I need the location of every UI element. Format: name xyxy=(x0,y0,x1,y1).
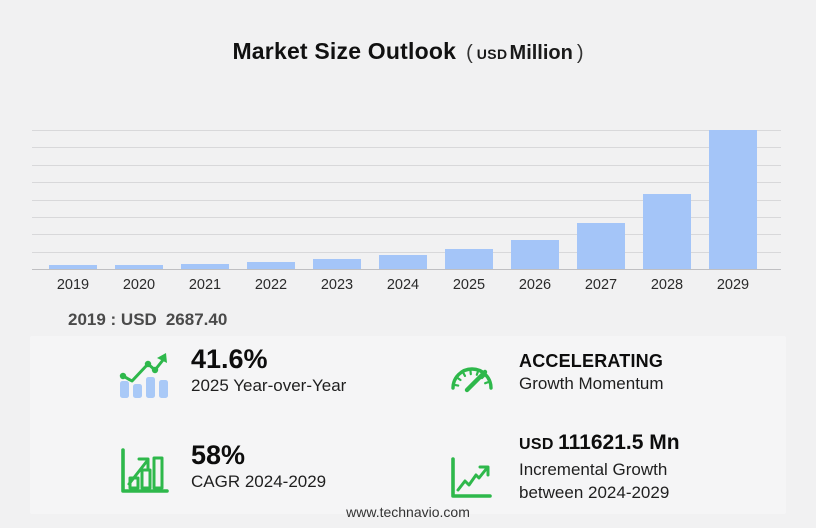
incremental-label-line1: Incremental Growth xyxy=(519,460,668,479)
incremental-value: USD 111621.5 Mn xyxy=(519,430,680,458)
momentum-label: Growth Momentum xyxy=(519,374,664,393)
stats-panel: 41.6% 2025 Year-over-Year xyxy=(30,336,786,514)
footer: www.technavio.com xyxy=(0,504,816,520)
bar-2019 xyxy=(49,264,97,269)
x-axis-label: 2020 xyxy=(122,277,156,293)
base-year-label: 2019 : USD xyxy=(68,310,157,329)
stat-growth-momentum: ACCELERATING Growth Momentum xyxy=(448,350,664,401)
gridline xyxy=(32,130,781,131)
bar-2027 xyxy=(577,223,625,269)
unit-close-paren: ) xyxy=(576,42,584,64)
x-axis-label: 2019 xyxy=(56,277,90,293)
x-axis-line xyxy=(32,269,781,270)
chart-title: Market Size Outlook xyxy=(232,38,457,64)
x-axis-label: 2021 xyxy=(188,277,222,293)
bar-2025 xyxy=(445,249,493,269)
incremental-currency: USD xyxy=(519,436,554,453)
x-axis-label: 2022 xyxy=(254,277,288,293)
chart-header: Market Size Outlook (USD Million) xyxy=(0,38,816,65)
yoy-label: 2025 Year-over-Year xyxy=(191,376,347,395)
stat-year-over-year: 41.6% 2025 Year-over-Year xyxy=(118,344,346,405)
line-graph-arrow-icon xyxy=(448,454,494,505)
bar-2029 xyxy=(709,130,757,269)
bar-2022 xyxy=(247,262,295,269)
bar-2024 xyxy=(379,254,427,269)
momentum-value: ACCELERATING xyxy=(519,351,664,371)
incremental-label-line2: between 2024-2029 xyxy=(519,483,670,502)
gridline xyxy=(32,199,781,201)
gridline xyxy=(32,164,781,166)
gridline xyxy=(32,147,781,149)
x-axis-label: 2024 xyxy=(386,277,420,293)
x-axis-label: 2028 xyxy=(650,277,684,293)
x-axis-label: 2027 xyxy=(584,277,618,293)
unit-label: Million xyxy=(509,42,573,64)
bar-2021 xyxy=(181,264,229,269)
gridline xyxy=(32,234,781,236)
x-axis-label: 2023 xyxy=(320,277,354,293)
incremental-amount: 111621.5 Mn xyxy=(558,431,680,454)
bar-2026 xyxy=(511,240,559,269)
cagr-label: CAGR 2024-2029 xyxy=(191,472,327,491)
speedometer-icon xyxy=(448,356,496,401)
cagr-value: 58% xyxy=(191,440,246,470)
base-year-annotation: 2019 : USD 2687.40 xyxy=(68,310,227,330)
growth-bars-icon xyxy=(118,446,170,501)
bar-2028 xyxy=(643,193,691,269)
x-axis-label: 2029 xyxy=(716,277,750,293)
stat-incremental-growth: USD 111621.5 Mn Incremental Growth betwe… xyxy=(448,430,680,505)
unit-currency: USD xyxy=(476,46,508,62)
x-axis-label: 2026 xyxy=(518,277,552,293)
unit-open-paren: ( xyxy=(466,42,473,64)
gridline xyxy=(32,216,781,218)
x-axis-label: 2025 xyxy=(452,277,486,293)
yoy-value: 41.6% xyxy=(191,344,268,374)
bar-chart-trend-icon xyxy=(118,352,170,405)
stat-cagr: 58% CAGR 2024-2029 xyxy=(118,440,326,501)
gridline xyxy=(32,182,781,184)
bar-2023 xyxy=(313,259,361,269)
chart-unit: (USD Million) xyxy=(466,42,583,64)
base-year-value: 2687.40 xyxy=(165,310,228,329)
gridline xyxy=(32,251,781,253)
bar-chart-plot: 2019 2020 2021 2022 2023 2024 2025 2026 2027 2028… xyxy=(32,130,781,293)
footer-url: www.technavio.com xyxy=(346,504,470,520)
bar-2020 xyxy=(115,264,163,269)
